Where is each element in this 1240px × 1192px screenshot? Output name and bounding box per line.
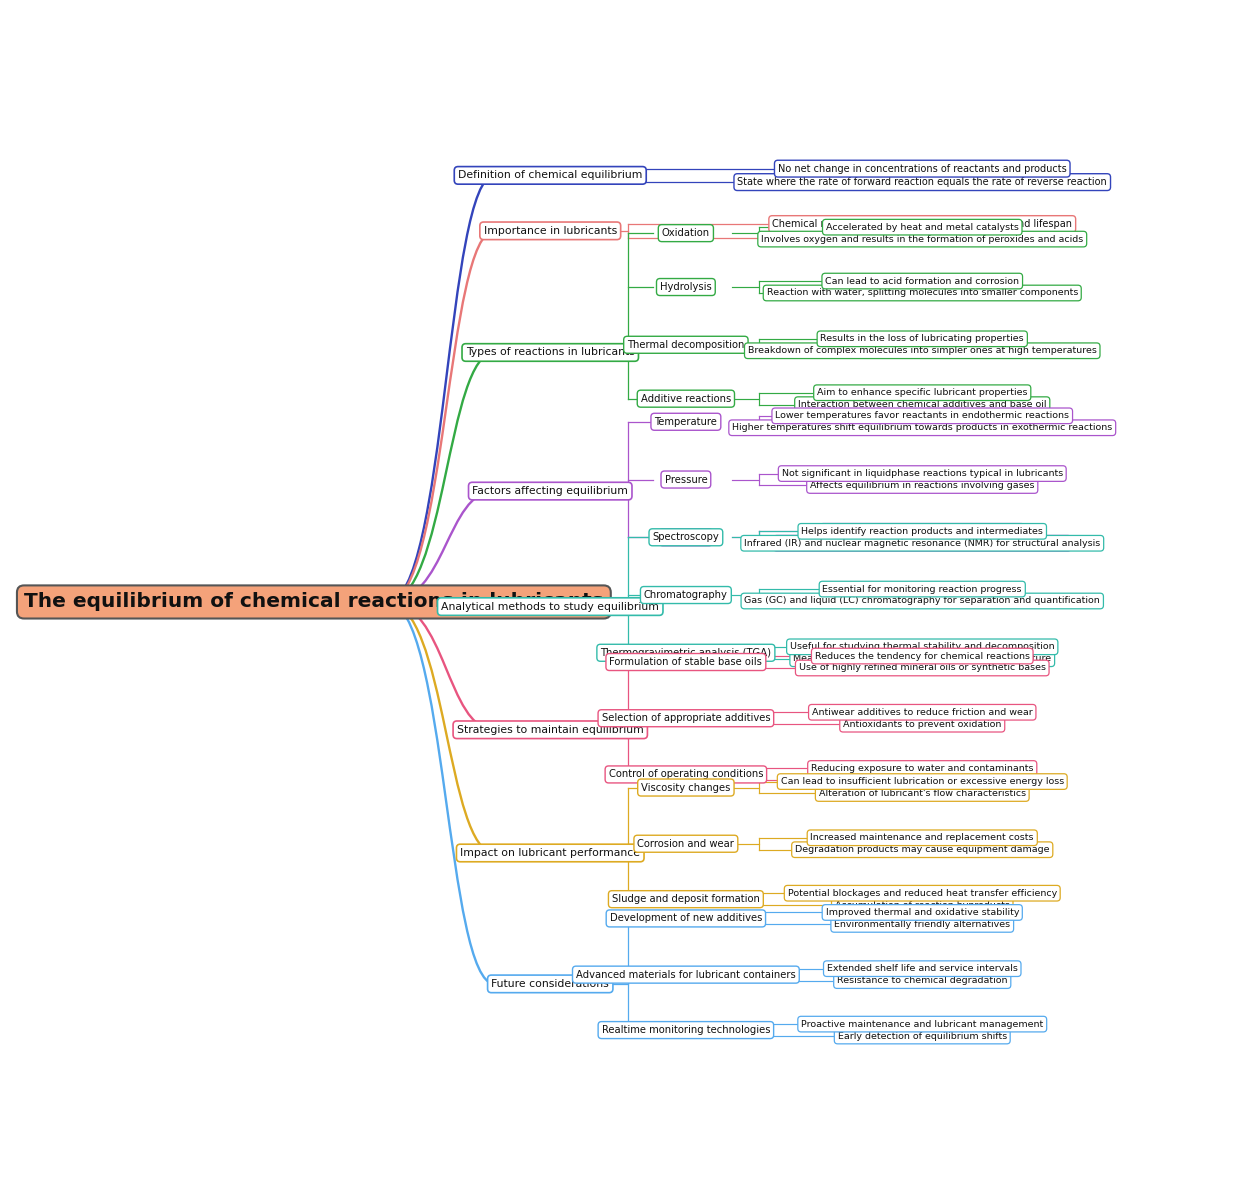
Text: Accelerated by heat and metal catalysts: Accelerated by heat and metal catalysts — [826, 223, 1019, 231]
Text: State where the rate of forward reaction equals the rate of reverse reaction: State where the rate of forward reaction… — [738, 178, 1107, 187]
Text: Involves oxygen and results in the formation of peroxides and acids: Involves oxygen and results in the forma… — [761, 235, 1084, 243]
Text: Future considerations: Future considerations — [491, 979, 609, 989]
Text: Can lead to acid formation and corrosion: Can lead to acid formation and corrosion — [826, 277, 1019, 286]
Text: Use of highly refined mineral oils or synthetic bases: Use of highly refined mineral oils or sy… — [799, 664, 1045, 672]
Text: Types of reactions in lubricants: Types of reactions in lubricants — [466, 348, 635, 358]
Text: Spectroscopy: Spectroscopy — [652, 533, 719, 542]
Text: Substances that speed up reactions without being consumed: Substances that speed up reactions witho… — [776, 539, 1068, 548]
Text: Environmentally friendly alternatives: Environmentally friendly alternatives — [835, 920, 1011, 929]
Text: Lubricants undergo thermal and mechanical stress: Lubricants undergo thermal and mechanica… — [797, 232, 1047, 242]
Text: Antiwear additives to reduce friction and wear: Antiwear additives to reduce friction an… — [812, 708, 1033, 716]
Text: Thermal decomposition: Thermal decomposition — [627, 340, 744, 349]
Text: Chromatography: Chromatography — [644, 590, 728, 600]
Text: Advanced materials for lubricant containers: Advanced materials for lubricant contain… — [577, 969, 796, 980]
Text: Useful for studying thermal stability and decomposition: Useful for studying thermal stability an… — [790, 642, 1054, 651]
Text: The equilibrium of chemical reactions in lubricants: The equilibrium of chemical reactions in… — [24, 592, 604, 611]
Text: Pressure: Pressure — [665, 474, 707, 484]
Text: Affects equilibrium in reactions involving gases: Affects equilibrium in reactions involvi… — [810, 482, 1034, 490]
Text: Infrared (IR) and nuclear magnetic resonance (NMR) for structural analysis: Infrared (IR) and nuclear magnetic reson… — [744, 539, 1100, 548]
Text: Aim to enhance specific lubricant properties: Aim to enhance specific lubricant proper… — [817, 389, 1028, 397]
Text: Results in the loss of lubricating properties: Results in the loss of lubricating prope… — [821, 334, 1024, 343]
Text: Impact on lubricant performance: Impact on lubricant performance — [460, 848, 640, 858]
Text: Additive reactions: Additive reactions — [641, 393, 732, 404]
Text: Factors affecting equilibrium: Factors affecting equilibrium — [472, 486, 629, 496]
Text: Sludge and deposit formation: Sludge and deposit formation — [611, 894, 760, 905]
Text: Antioxidants to prevent oxidation: Antioxidants to prevent oxidation — [843, 720, 1002, 728]
Text: Thermogravimetric analysis (TGA): Thermogravimetric analysis (TGA) — [600, 647, 771, 658]
Text: Corrosion and wear: Corrosion and wear — [637, 839, 734, 849]
Text: Essential for monitoring reaction progress: Essential for monitoring reaction progre… — [822, 584, 1022, 594]
Text: Realtime monitoring technologies: Realtime monitoring technologies — [601, 1025, 770, 1035]
Text: Gas (GC) and liquid (LC) chromatography for separation and quantification: Gas (GC) and liquid (LC) chromatography … — [744, 596, 1100, 606]
Text: No net change in concentrations of reactants and products: No net change in concentrations of react… — [777, 163, 1066, 174]
Text: Helps identify reaction products and intermediates: Helps identify reaction products and int… — [801, 527, 1043, 536]
Text: Can alter the rate of reaching equilibrium: Can alter the rate of reaching equilibri… — [823, 527, 1022, 536]
Text: Can lead to insufficient lubrication or excessive energy loss: Can lead to insufficient lubrication or … — [781, 777, 1064, 786]
Text: Accumulation of reaction byproducts: Accumulation of reaction byproducts — [835, 901, 1009, 909]
Text: Extended shelf life and service intervals: Extended shelf life and service interval… — [827, 964, 1018, 973]
Text: Development of new additives: Development of new additives — [610, 913, 763, 924]
Text: Temperature: Temperature — [655, 417, 717, 427]
Text: Oxidation: Oxidation — [662, 228, 711, 238]
Text: Reducing exposure to water and contaminants: Reducing exposure to water and contamina… — [811, 764, 1033, 772]
Text: Not significant in liquidphase reactions typical in lubricants: Not significant in liquidphase reactions… — [781, 470, 1063, 478]
Text: Strategies to maintain equilibrium: Strategies to maintain equilibrium — [456, 725, 644, 734]
Text: Maintaining optimal temperature and pressure: Maintaining optimal temperature and pres… — [811, 776, 1033, 784]
Text: Measures weight change as a function of temperature: Measures weight change as a function of … — [794, 654, 1052, 663]
Text: Reduces the tendency for chemical reactions: Reduces the tendency for chemical reacti… — [815, 652, 1029, 660]
Text: Breakdown of complex molecules into simpler ones at high temperatures: Breakdown of complex molecules into simp… — [748, 346, 1096, 355]
Text: Control of operating conditions: Control of operating conditions — [609, 770, 763, 780]
Text: Formulation of stable base oils: Formulation of stable base oils — [609, 657, 763, 668]
Text: Interaction between chemical additives and base oil: Interaction between chemical additives a… — [799, 401, 1047, 409]
Text: Selection of appropriate additives: Selection of appropriate additives — [601, 713, 770, 724]
Text: Catalysts: Catalysts — [663, 533, 709, 542]
Text: Definition of chemical equilibrium: Definition of chemical equilibrium — [458, 170, 642, 180]
Text: Potential blockages and reduced heat transfer efficiency: Potential blockages and reduced heat tra… — [787, 889, 1056, 898]
Text: Viscosity changes: Viscosity changes — [641, 782, 730, 793]
Text: Hydrolysis: Hydrolysis — [660, 283, 712, 292]
Text: Lower temperatures favor reactants in endothermic reactions: Lower temperatures favor reactants in en… — [775, 411, 1069, 421]
Text: Increased maintenance and replacement costs: Increased maintenance and replacement co… — [811, 833, 1034, 843]
Text: Analytical methods to study equilibrium: Analytical methods to study equilibrium — [441, 602, 660, 611]
Text: Reaction with water, splitting molecules into smaller components: Reaction with water, splitting molecules… — [766, 288, 1078, 298]
Text: Importance in lubricants: Importance in lubricants — [484, 225, 616, 236]
Text: Proactive maintenance and lubricant management: Proactive maintenance and lubricant mana… — [801, 1019, 1043, 1029]
Text: Chemical reactions affect lubricant performance and lifespan: Chemical reactions affect lubricant perf… — [773, 219, 1073, 229]
Text: Resistance to chemical degradation: Resistance to chemical degradation — [837, 976, 1007, 985]
Text: Early detection of equilibrium shifts: Early detection of equilibrium shifts — [838, 1031, 1007, 1041]
Text: Higher temperatures shift equilibrium towards products in exothermic reactions: Higher temperatures shift equilibrium to… — [732, 423, 1112, 433]
Text: Improved thermal and oxidative stability: Improved thermal and oxidative stability — [826, 908, 1019, 917]
Text: Alteration of lubricant's flow characteristics: Alteration of lubricant's flow character… — [818, 789, 1025, 797]
Text: Degradation products may cause equipment damage: Degradation products may cause equipment… — [795, 845, 1049, 855]
